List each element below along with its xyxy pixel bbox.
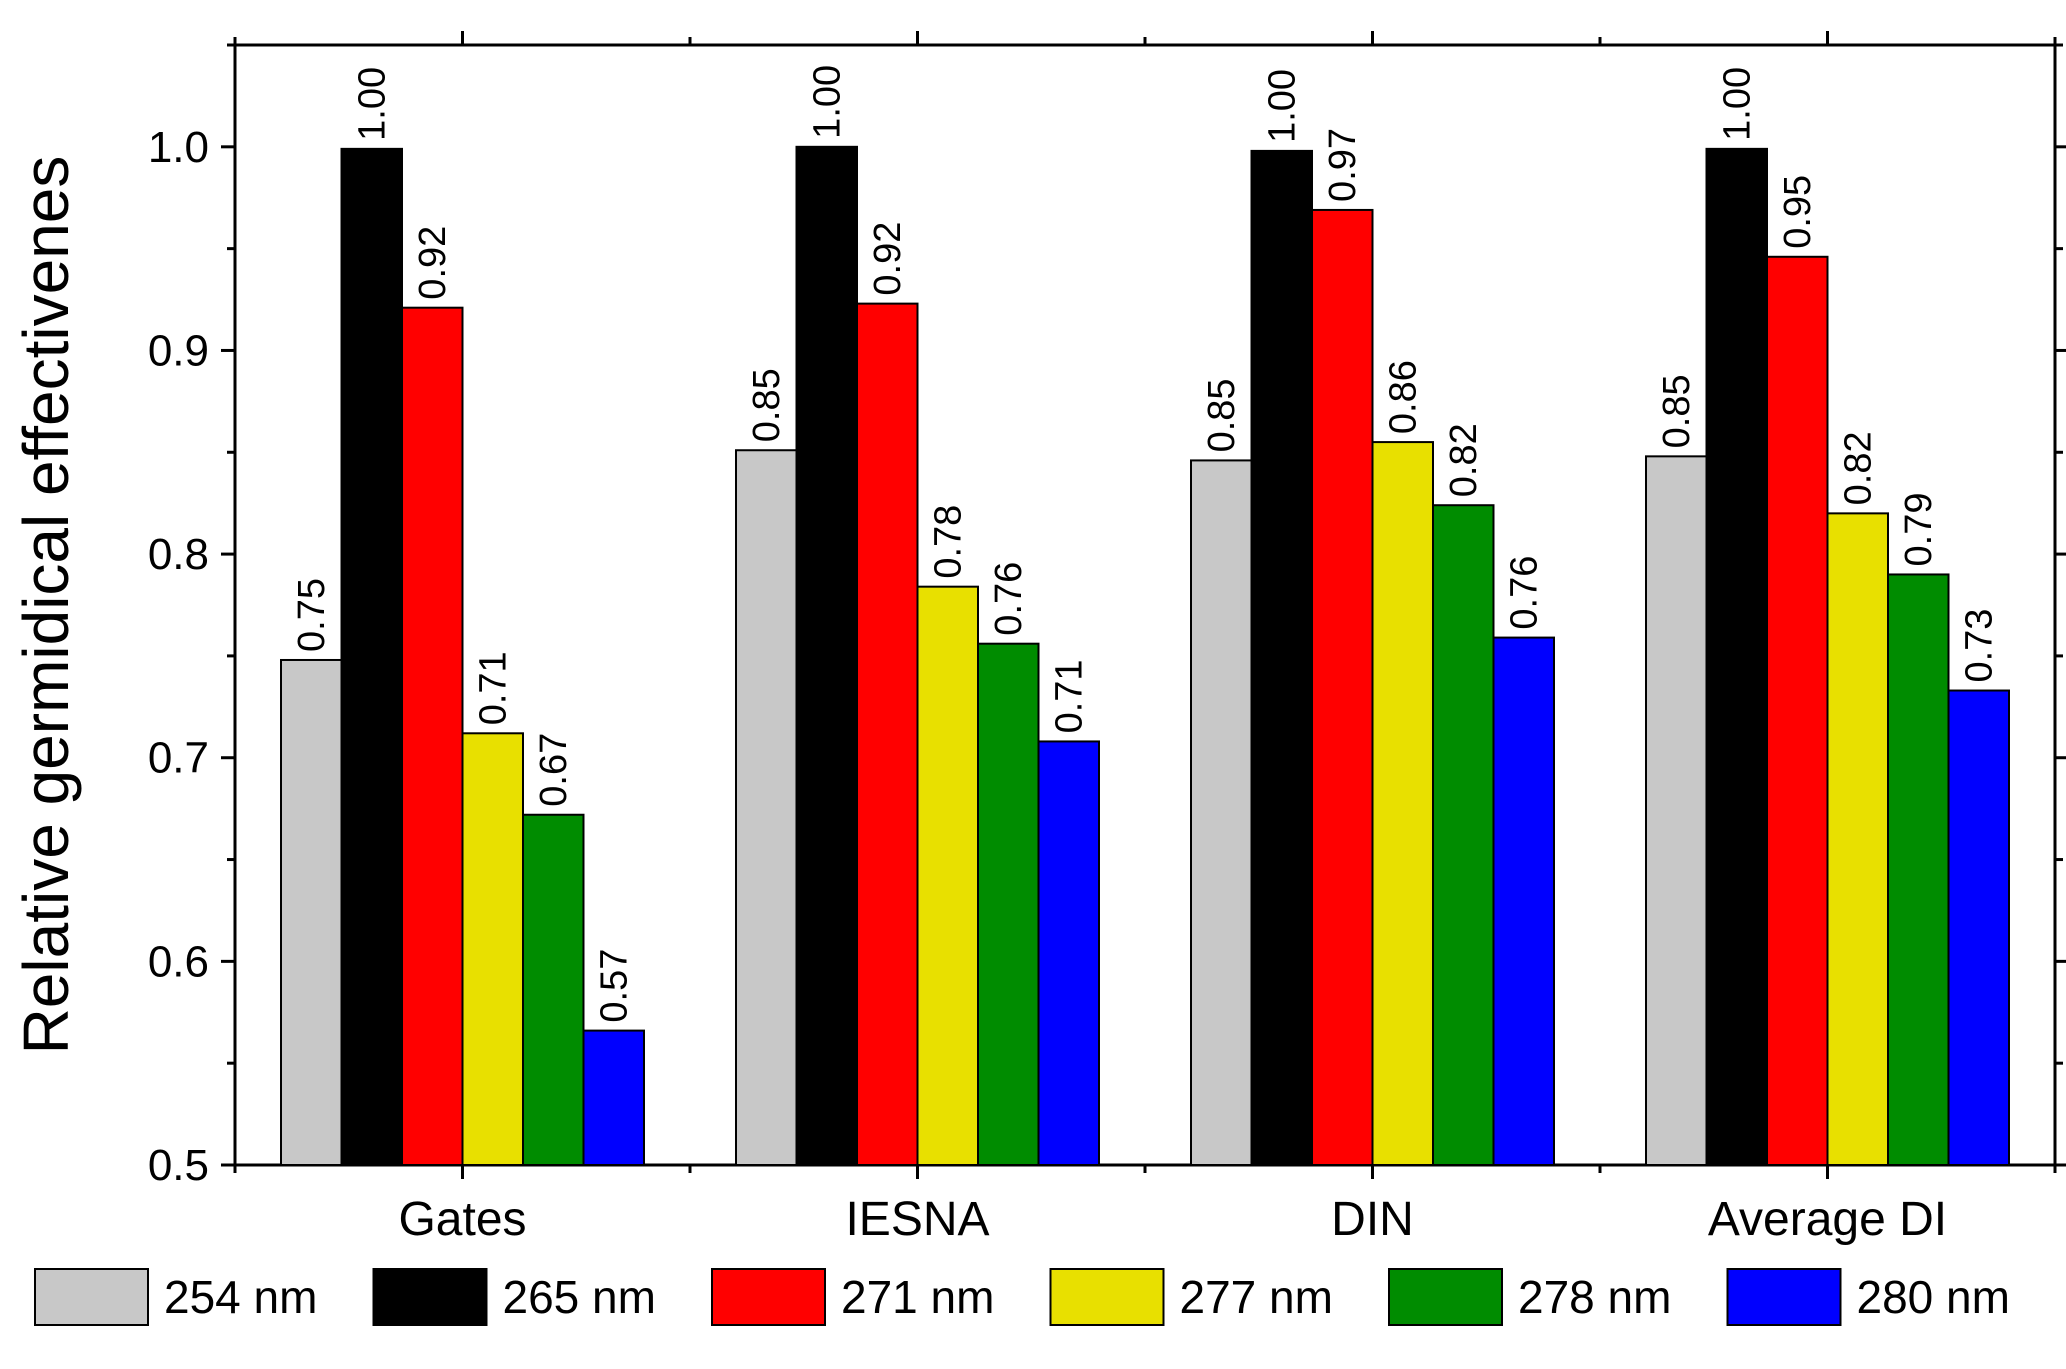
bar-value-label: 0.92 <box>867 222 909 296</box>
bar <box>1250 149 1313 1166</box>
bar <box>340 147 403 1166</box>
legend-swatch <box>1049 1268 1165 1326</box>
bar-value-label: 0.71 <box>473 651 515 725</box>
y-tick-label: 0.7 <box>148 734 209 783</box>
bar <box>1037 740 1100 1166</box>
bar-value-label: 0.95 <box>1777 175 1819 249</box>
bar-value-label: 0.85 <box>746 368 788 442</box>
legend-label: 254 nm <box>164 1271 317 1323</box>
bar-value-label: 0.75 <box>291 578 333 652</box>
bar-value-label: 0.78 <box>928 505 970 579</box>
bar <box>401 306 464 1166</box>
bar <box>856 302 919 1167</box>
bar <box>582 1029 645 1166</box>
legend-swatch <box>711 1268 826 1326</box>
bar-value-label: 0.71 <box>1049 659 1091 733</box>
bar <box>1947 689 2010 1166</box>
bar-value-label: 0.86 <box>1383 360 1425 434</box>
bar-value-label: 1.00 <box>1717 67 1759 141</box>
y-tick-label: 1.0 <box>148 123 209 172</box>
bar-value-label: 0.85 <box>1201 378 1243 452</box>
x-category-label: Gates <box>398 1193 526 1246</box>
bar <box>1645 455 1708 1166</box>
bar-value-label: 0.97 <box>1322 128 1364 202</box>
legend-swatch <box>34 1268 149 1326</box>
legend-label: 265 nm <box>503 1271 656 1323</box>
legend-label: 271 nm <box>841 1271 994 1323</box>
bar <box>735 449 798 1166</box>
bar <box>461 732 524 1166</box>
legend-label: 278 nm <box>1518 1271 1671 1323</box>
bar-value-label: 0.85 <box>1656 374 1698 448</box>
bar-value-label: 0.76 <box>988 562 1030 636</box>
bar <box>522 813 585 1167</box>
bar-value-label: 0.76 <box>1504 556 1546 630</box>
data-labels-group: 0.75 1.00 0.92 0.71 0.67 0.57 0.85 1.00 0.92 0.78… <box>291 65 2001 1023</box>
bar-value-label: 0.73 <box>1959 609 2001 683</box>
legend-swatch <box>372 1268 488 1326</box>
bar-value-label: 0.79 <box>1898 492 1940 566</box>
bar <box>280 658 343 1166</box>
bar-value-label: 0.82 <box>1838 431 1880 505</box>
bar <box>1190 459 1253 1167</box>
bar-value-label: 0.67 <box>533 733 575 807</box>
y-tick-label: 0.5 <box>148 1141 209 1190</box>
legend-swatch <box>1388 1268 1503 1326</box>
bar-value-label: 0.82 <box>1443 423 1485 497</box>
legend-swatch <box>1726 1268 1842 1326</box>
bar <box>1826 512 1889 1166</box>
bar <box>1887 573 1950 1166</box>
bar <box>795 145 858 1166</box>
bar <box>977 642 1040 1166</box>
bars-group <box>280 145 2010 1167</box>
bar <box>916 585 979 1166</box>
bar-value-label: 0.92 <box>412 226 454 300</box>
bar-value-label: 1.00 <box>1262 69 1304 143</box>
legend-label: 277 nm <box>1180 1271 1333 1323</box>
x-category-label: Average DI <box>1708 1193 1947 1246</box>
bar <box>1766 255 1829 1167</box>
bar <box>1492 636 1555 1166</box>
bar <box>1705 147 1768 1166</box>
y-axis-title: Relative germidical effectivenes <box>10 156 82 1055</box>
bar-value-label: 1.00 <box>352 67 394 141</box>
axis-group: 0.5 0.6 0.7 0.8 0.9 1.0 Gates IESNA DIN Average D… <box>148 31 2066 1246</box>
y-tick-label: 0.9 <box>148 326 209 375</box>
x-category-label: DIN <box>1331 1193 1414 1246</box>
bar-value-label: 0.57 <box>594 949 636 1023</box>
y-tick-label: 0.8 <box>148 530 209 579</box>
y-tick-label: 0.6 <box>148 937 209 986</box>
legend-label: 280 nm <box>1857 1271 2010 1323</box>
legend: 254 nm 265 nm 271 nm 277 nm 278 nm 280 nm <box>34 1268 2010 1326</box>
bar <box>1371 441 1434 1167</box>
bar-value-label: 1.00 <box>807 65 849 139</box>
x-category-label: IESNA <box>845 1193 989 1246</box>
bar <box>1311 208 1374 1167</box>
bar <box>1432 504 1495 1166</box>
